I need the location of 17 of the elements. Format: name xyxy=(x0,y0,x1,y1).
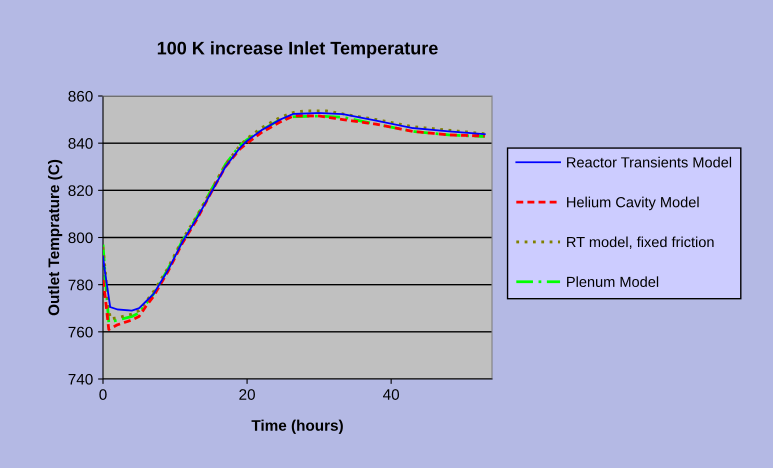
y-tick-label: 780 xyxy=(68,280,93,290)
y-tick-label: 760 xyxy=(68,326,93,338)
y-tick-label: 740 xyxy=(68,374,93,385)
legend-label: Reactor Transients Model xyxy=(567,156,732,168)
x-tick-label: 20 xyxy=(239,389,255,400)
y-tick-label: 840 xyxy=(68,138,93,149)
y-tick-label: 800 xyxy=(68,232,93,244)
x-tick-label: 40 xyxy=(383,389,400,400)
x-axis-title: Time (hours) xyxy=(252,420,343,434)
legend-label: RT model, fixed friction xyxy=(567,236,714,249)
y-tick-label: 820 xyxy=(68,185,93,196)
y-axis-title: Outlet Temprature (C) xyxy=(48,160,62,316)
chart-title: 100 K increase Inlet Temperature xyxy=(158,41,438,58)
x-tick-label: 0 xyxy=(99,389,107,400)
y-tick-label: 860 xyxy=(68,90,93,102)
legend-label: Plenum Model xyxy=(567,276,658,288)
legend-label: Helium Cavity Model xyxy=(567,196,699,210)
